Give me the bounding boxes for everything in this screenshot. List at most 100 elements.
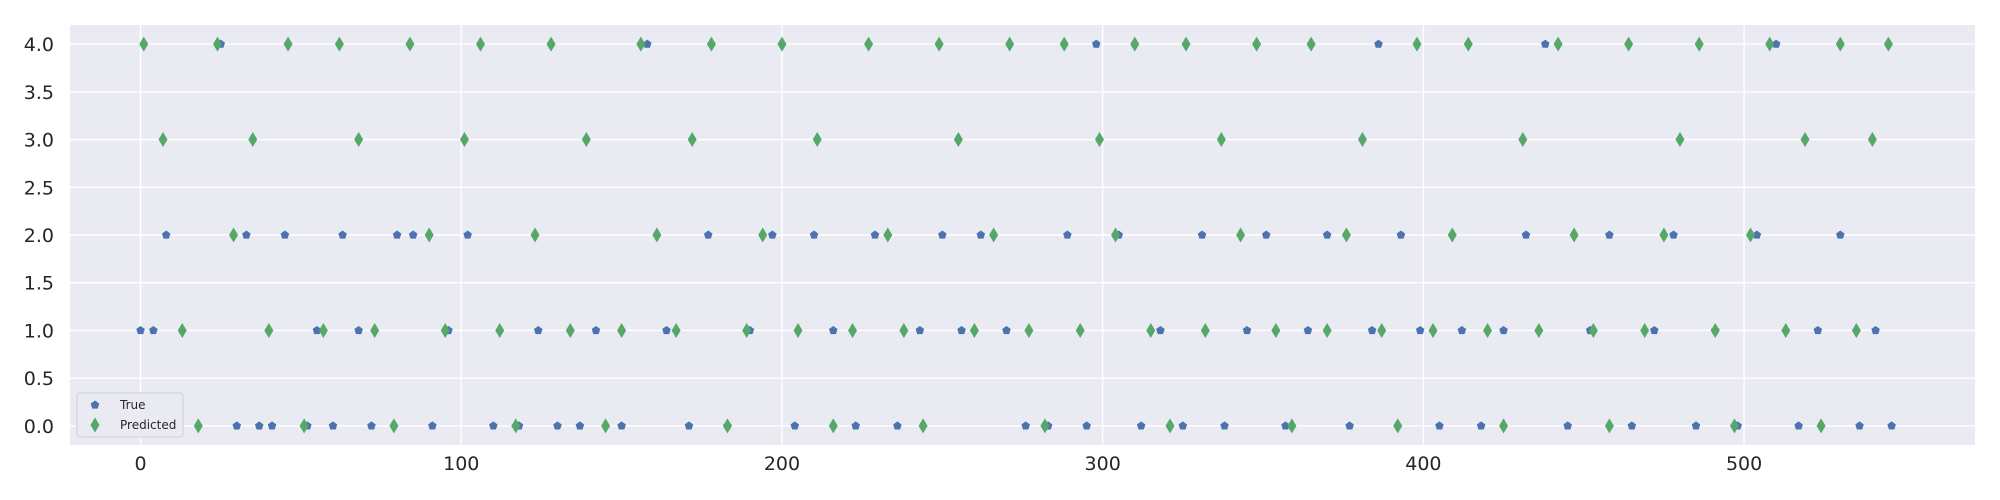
predicted-point bbox=[1075, 322, 1085, 338]
true-point bbox=[1691, 421, 1701, 430]
predicted-point bbox=[828, 418, 838, 434]
true-point bbox=[1197, 230, 1207, 239]
y-tick-label: 2.5 bbox=[24, 177, 54, 199]
predicted-point bbox=[1447, 227, 1457, 243]
true-point bbox=[1540, 39, 1550, 48]
predicted-point bbox=[899, 322, 909, 338]
predicted-point bbox=[158, 132, 168, 148]
legend-label: True bbox=[119, 398, 146, 412]
true-point bbox=[242, 230, 251, 239]
true-point bbox=[1752, 230, 1762, 239]
true-point bbox=[1415, 325, 1425, 335]
predicted-point bbox=[1341, 227, 1351, 243]
true-point bbox=[428, 421, 437, 430]
true-point bbox=[1771, 39, 1781, 48]
true-point bbox=[533, 325, 543, 335]
x-tick-label: 0 bbox=[135, 453, 147, 475]
true-point bbox=[267, 421, 277, 430]
predicted-point bbox=[264, 322, 274, 338]
predicted-point bbox=[1640, 322, 1650, 338]
true-point bbox=[392, 230, 402, 239]
true-point bbox=[1521, 230, 1531, 239]
predicted-point bbox=[1569, 227, 1579, 243]
predicted-point bbox=[495, 322, 505, 338]
true-point bbox=[1281, 421, 1290, 430]
true-point bbox=[1345, 421, 1354, 430]
predicted-point bbox=[706, 36, 716, 52]
predicted-point bbox=[758, 227, 768, 243]
predicted-point bbox=[1588, 322, 1598, 338]
predicted-point bbox=[1781, 322, 1791, 338]
true-point bbox=[254, 421, 264, 430]
predicted-point bbox=[1624, 36, 1634, 52]
true-point bbox=[617, 421, 626, 430]
predicted-point bbox=[177, 322, 187, 338]
true-point bbox=[915, 325, 925, 335]
true-point bbox=[642, 39, 652, 48]
predicted-point bbox=[1483, 322, 1493, 338]
predicted-point bbox=[1322, 322, 1332, 338]
true-point bbox=[1669, 230, 1678, 239]
predicted-point bbox=[687, 132, 697, 148]
true-point bbox=[1091, 39, 1101, 48]
predicted-point bbox=[299, 418, 309, 434]
y-tick-label: 3.0 bbox=[24, 130, 54, 152]
true-point bbox=[149, 325, 158, 335]
predicted-point bbox=[1800, 132, 1810, 148]
tick-labels: 0 100 200 300 400 500 0.0 0.5 1.0 1.5 2.0 2.5 3.0 3.5… bbox=[24, 34, 1762, 475]
predicted-point bbox=[934, 36, 944, 52]
predicted-point bbox=[1357, 132, 1367, 148]
true-point bbox=[408, 230, 418, 239]
predicted-point bbox=[318, 322, 328, 338]
predicted-point bbox=[1094, 132, 1104, 148]
y-tick-label: 4.0 bbox=[24, 34, 54, 56]
true-point bbox=[1002, 325, 1011, 335]
predicted-point bbox=[229, 227, 239, 243]
true-point bbox=[1303, 325, 1313, 335]
true-point bbox=[1457, 325, 1467, 335]
true-point bbox=[703, 230, 713, 239]
true-point bbox=[1261, 230, 1271, 239]
true-point bbox=[1605, 230, 1614, 239]
y-tick-label: 1.5 bbox=[24, 273, 54, 295]
predicted-point bbox=[139, 36, 149, 52]
predicted-point bbox=[1835, 36, 1845, 52]
true-point bbox=[1156, 325, 1165, 335]
predicted-point bbox=[1024, 322, 1034, 338]
x-tick-label: 400 bbox=[1405, 453, 1441, 475]
true-point bbox=[893, 421, 902, 430]
predicted-point bbox=[1746, 227, 1756, 243]
legend-marker-true bbox=[90, 400, 100, 409]
true-point bbox=[976, 230, 986, 239]
true-point bbox=[232, 421, 242, 430]
true-point bbox=[354, 325, 363, 335]
true-point bbox=[768, 230, 777, 239]
predicted-point bbox=[1729, 418, 1739, 434]
true-point bbox=[684, 421, 694, 430]
predicted-point bbox=[1463, 36, 1473, 52]
true-point bbox=[1063, 230, 1072, 239]
predicted-point bbox=[953, 132, 963, 148]
x-tick-label: 300 bbox=[1085, 453, 1121, 475]
true-point bbox=[338, 230, 347, 239]
predicted-point bbox=[848, 322, 858, 338]
legend: True Predicted bbox=[76, 392, 184, 438]
predicted-point bbox=[354, 132, 364, 148]
predicted-point bbox=[1553, 36, 1563, 52]
predicted-point bbox=[722, 418, 732, 434]
predicted-point bbox=[989, 227, 999, 243]
predicted-point bbox=[636, 36, 646, 52]
true-point bbox=[1887, 421, 1896, 430]
predicted-point bbox=[1200, 322, 1210, 338]
true-point bbox=[1242, 325, 1252, 335]
predicted-point bbox=[671, 322, 681, 338]
predicted-point bbox=[1499, 418, 1509, 434]
predicted-point bbox=[1604, 418, 1614, 434]
true-point bbox=[1476, 421, 1486, 430]
predicted-point bbox=[1867, 132, 1877, 148]
predicted-point bbox=[1377, 322, 1387, 338]
predicted-point bbox=[1130, 36, 1140, 52]
predicted-point bbox=[565, 322, 575, 338]
predicted-point bbox=[546, 36, 556, 52]
predicted-point bbox=[424, 227, 434, 243]
